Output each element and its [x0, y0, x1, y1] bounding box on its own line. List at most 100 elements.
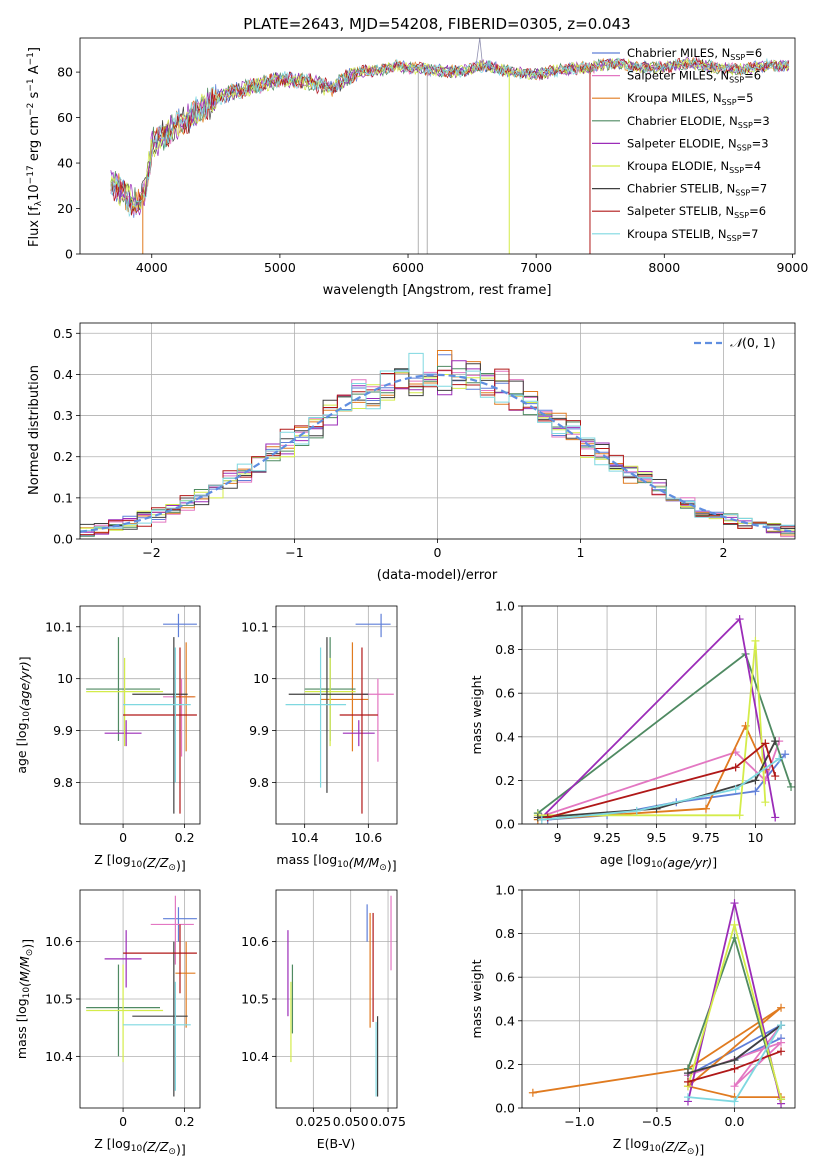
x-tick-label: 6000	[392, 260, 424, 275]
weight-marker	[683, 1093, 692, 1102]
x-tick-label: 5000	[264, 260, 296, 275]
weight-line	[547, 741, 777, 819]
weight-marker	[777, 1021, 786, 1030]
plot-area	[287, 895, 392, 1097]
y-tick-label: 0.8	[495, 926, 515, 941]
x-tick-label: 9000	[777, 260, 809, 275]
x-tick-label: −1.0	[564, 1114, 594, 1129]
legend-label: Kroupa STELIB, NSSP=7	[627, 227, 758, 243]
weight-line	[537, 652, 792, 814]
weight-marker	[781, 750, 790, 759]
weight-marker	[683, 1069, 692, 1078]
x-tick-label: 8000	[648, 260, 680, 275]
weight-marker	[751, 787, 760, 796]
weight-marker	[730, 1082, 739, 1091]
x-tick-label: 9.5	[647, 830, 667, 845]
spectrum-title: PLATE=2643, MJD=54208, FIBERID=0305, z=0…	[243, 15, 630, 33]
plot-area	[285, 613, 394, 814]
x-tick-label: 10.6	[354, 830, 382, 845]
weight-marker	[771, 737, 780, 746]
plot-area	[528, 899, 786, 1108]
weight-marker	[735, 615, 744, 624]
mass-vs-Z-panel: 0 0.2 10.4 10.5 10.6 Z [log10(Z/Z⊙)] mass [log…	[14, 889, 201, 1157]
y-axis-label: mass [log10(M/M⊙)]	[14, 939, 35, 1059]
y-tick-label: 10	[253, 671, 269, 686]
weight-marker	[730, 920, 739, 929]
weight-marker	[751, 636, 760, 645]
x-axis-label: age [log10(age/yr)]	[600, 852, 717, 870]
x-tick-label: −1	[285, 545, 303, 560]
x-tick-label: 10	[747, 830, 763, 845]
legend-label: Chabrier ELODIE, NSSP=3	[627, 114, 770, 130]
x-tick-label: 0.050	[333, 1114, 369, 1129]
y-tick-label: 20	[57, 201, 73, 216]
weight-marker	[731, 785, 740, 794]
weight-marker	[730, 1097, 739, 1106]
age-vs-Z-panel: 0 0.2 9.8 9.9 10 10.1 Z [log10(Z/Z⊙)] age [log1…	[14, 605, 201, 873]
weight-marker	[735, 811, 744, 820]
x-tick-label: 0	[119, 1114, 127, 1129]
x-axis-label: Z [log10(Z/Z⊙)]	[94, 852, 185, 873]
axes-frame	[521, 605, 796, 825]
axes-frame	[275, 889, 398, 1109]
axes-frame	[275, 605, 398, 825]
mass-vs-ebv-panel: 0.025 0.050 0.075 10.4 10.5 10.6 E(B-V)	[241, 889, 406, 1151]
y-tick-label: 0.4	[495, 1013, 515, 1028]
y-tick-label: 0.3	[53, 408, 73, 423]
weight-marker	[777, 1038, 786, 1047]
x-axis-label: Z [log10(Z/Z⊙)]	[613, 1136, 704, 1157]
y-tick-label: 10	[57, 671, 73, 686]
axes-frame	[79, 37, 796, 255]
spectrum-line	[110, 57, 789, 218]
legend-label: Kroupa MILES, NSSP=5	[627, 91, 753, 107]
plot-area	[533, 615, 795, 824]
weight-marker	[730, 899, 739, 908]
plot-area	[110, 38, 790, 254]
axes-frame	[79, 889, 201, 1109]
y-tick-label: 0.0	[495, 1101, 515, 1116]
y-axis-label: mass weight	[469, 959, 484, 1038]
y-axis-label: age [log10(age/yr)]	[14, 656, 32, 773]
weight-marker	[731, 763, 740, 772]
x-tick-label: 9.25	[593, 830, 621, 845]
weight-marker	[775, 754, 784, 763]
y-tick-label: 80	[57, 65, 73, 80]
y-tick-label: 0.6	[495, 970, 515, 985]
weight-marker	[761, 798, 770, 807]
y-tick-label: 9.9	[249, 723, 269, 738]
grid	[80, 890, 200, 1108]
axes-frame	[521, 889, 796, 1109]
weight-marker	[787, 782, 795, 791]
x-tick-label: 10.4	[291, 830, 319, 845]
y-tick-label: 10.4	[45, 1049, 73, 1064]
y-tick-label: 0.2	[53, 449, 73, 464]
weight-line	[537, 723, 767, 821]
x-tick-label: 0.075	[370, 1114, 406, 1129]
weight-marker	[777, 1003, 786, 1012]
emission-spike	[475, 38, 484, 68]
weight-line	[537, 740, 781, 819]
plot-area	[86, 613, 197, 814]
legend-label: Kroupa ELODIE, NSSP=4	[627, 159, 761, 175]
axes-frame	[79, 322, 796, 540]
y-tick-label: 0.8	[495, 642, 515, 657]
residuals-ylabel: Normed distribution	[27, 365, 42, 495]
x-tick-label: 2	[720, 545, 728, 560]
legend-label: Chabrier STELIB, NSSP=7	[627, 182, 767, 198]
y-tick-label: 10.4	[241, 1049, 269, 1064]
grid	[276, 890, 397, 1108]
weight-marker	[683, 1077, 692, 1086]
weight-marker	[632, 806, 641, 815]
weight-marker	[543, 813, 552, 822]
mass-weight-vs-age-panel: 9 9.25 9.5 9.75 10 0.0 0.2 0.4 0.6 0.8 1.0 age [log…	[469, 599, 796, 870]
y-tick-label: 9.8	[53, 775, 73, 790]
plot-area	[80, 350, 795, 538]
x-tick-label: 9	[554, 830, 562, 845]
age-vs-mass-panel: 10.4 10.6 9.8 9.9 10 10.1 mass [log10(M/M⊙)]	[241, 605, 398, 873]
x-axis-label: Z [log10(Z/Z⊙)]	[94, 1136, 185, 1157]
weight-line	[547, 753, 786, 821]
weight-line	[537, 640, 767, 817]
x-axis-label: E(B-V)	[317, 1136, 356, 1151]
x-axis-label: mass [log10(M/M⊙)]	[276, 852, 396, 873]
